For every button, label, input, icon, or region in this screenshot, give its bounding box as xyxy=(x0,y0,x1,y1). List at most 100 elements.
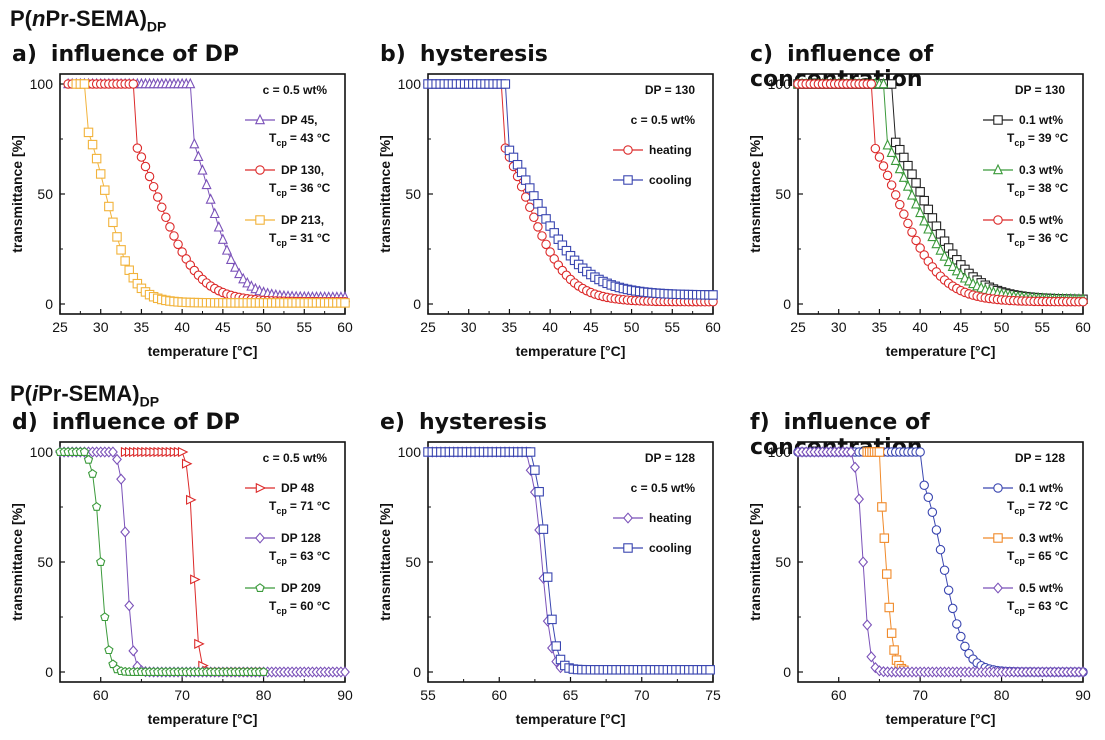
data-point xyxy=(894,162,905,174)
data-point xyxy=(915,447,925,457)
legend-label: DP 213, xyxy=(281,213,324,227)
data-point xyxy=(79,79,90,89)
data-point xyxy=(870,143,881,154)
tcp-value: = 71 °C xyxy=(290,499,331,513)
data-point xyxy=(500,79,511,89)
tcp-value: = 36 °C xyxy=(290,181,331,195)
data-point xyxy=(201,178,212,190)
chart-c: 25 30 35 40 45 50 55 60 0 50 100 temperature [°C] tr… xyxy=(747,73,1091,359)
tcp-value: = 63 °C xyxy=(1028,599,1069,613)
data-point xyxy=(547,614,557,625)
x-tick-label: 50 xyxy=(256,319,272,335)
y-tick-label: 50 xyxy=(405,186,421,202)
data-point xyxy=(177,247,187,257)
data-point xyxy=(906,189,918,200)
tcp-value: = 31 °C xyxy=(290,231,331,245)
y-tick-label: 0 xyxy=(413,664,421,680)
tcp-subscript: cp xyxy=(1014,556,1025,566)
data-point xyxy=(878,77,889,89)
data-point xyxy=(128,79,139,89)
panel-title: e) hysteresis xyxy=(380,410,548,435)
legend-marker xyxy=(623,512,633,524)
legend-tcp: Tcp = 31 °C xyxy=(269,231,331,248)
data-point xyxy=(83,454,94,464)
data-point xyxy=(107,446,118,458)
legend-marker xyxy=(255,215,265,225)
row-title-npr: P(nPr-SEMA)DP xyxy=(10,6,167,35)
data-point xyxy=(882,138,893,150)
y-axis-label: transmittance [%] xyxy=(747,503,763,620)
panel-b: b) hysteresis 25 30 35 40 45 50 55 60 0 50 100 tempe… xyxy=(368,42,723,372)
data-point xyxy=(915,206,926,218)
data-point xyxy=(120,526,131,538)
data-point xyxy=(911,235,921,246)
x-tick-label: 50 xyxy=(624,319,640,335)
tcp-symbol: T xyxy=(269,499,277,513)
legend-tcp: Tcp = 36 °C xyxy=(1007,231,1069,248)
x-tick-label: 80 xyxy=(256,687,272,703)
data-point xyxy=(91,502,102,511)
legend-marker xyxy=(993,582,1003,594)
data-point xyxy=(898,171,909,182)
tcp-symbol: T xyxy=(1007,599,1015,613)
data-point xyxy=(100,185,110,195)
plot-frame xyxy=(427,441,714,683)
data-point xyxy=(525,183,535,193)
y-tick-label: 0 xyxy=(413,296,421,312)
data-point xyxy=(100,612,110,622)
panel-a: a) influence of DP 25 30 35 40 45 50 55 60 0 50 100… xyxy=(0,42,355,372)
x-tick-label: 70 xyxy=(174,687,190,703)
data-point xyxy=(903,160,913,171)
data-point xyxy=(923,223,934,234)
data-point xyxy=(890,190,901,200)
y-tick-label: 50 xyxy=(775,554,791,570)
panel-d: d) influence of DP 60 70 80 90 0 50 100 temperat… xyxy=(0,410,355,740)
series-heating xyxy=(423,446,566,674)
tcp-subscript: cp xyxy=(276,138,287,148)
row-title-ipr: P(iPr-SEMA)DP xyxy=(10,381,160,410)
legend-tcp: Tcp = 72 °C xyxy=(1007,499,1069,516)
x-tick-label: 35 xyxy=(872,319,888,335)
x-tick-label: 60 xyxy=(491,687,507,703)
data-point xyxy=(197,164,208,175)
data-point xyxy=(108,217,118,228)
x-tick-label: 35 xyxy=(502,319,518,335)
legend-label: 0.5 wt% xyxy=(1019,581,1063,595)
data-point xyxy=(879,533,890,543)
annotation: DP = 128 xyxy=(1015,451,1065,465)
legend-label: 0.5 wt% xyxy=(1019,213,1063,227)
tcp-symbol: T xyxy=(269,599,277,613)
legend-tcp: Tcp = 39 °C xyxy=(1007,131,1069,148)
data-point xyxy=(902,180,914,191)
data-point xyxy=(537,231,547,241)
data-point xyxy=(529,191,539,201)
data-point xyxy=(907,227,917,237)
x-axis-label: temperature [°C] xyxy=(516,343,626,359)
data-point xyxy=(850,461,860,473)
legend-label: heating xyxy=(649,511,692,525)
data-point xyxy=(899,209,909,219)
data-point xyxy=(205,193,216,204)
data-point xyxy=(935,544,946,555)
legend-marker xyxy=(993,215,1003,225)
x-tick-label: 55 xyxy=(664,319,680,335)
data-point xyxy=(132,143,143,153)
data-point xyxy=(910,197,922,209)
data-point xyxy=(911,178,921,188)
tcp-subscript: cp xyxy=(1014,606,1025,616)
x-tick-label: 45 xyxy=(215,319,231,335)
x-axis-label: temperature [°C] xyxy=(516,711,626,727)
x-tick-label: 75 xyxy=(705,687,721,703)
data-point xyxy=(520,192,531,202)
data-point xyxy=(939,250,950,261)
chart-f: 60 70 80 90 0 50 100 temperature [°C] transmitta… xyxy=(747,441,1091,727)
data-point xyxy=(545,247,555,257)
data-point xyxy=(886,180,897,190)
legend-marker xyxy=(255,165,265,175)
data-point xyxy=(221,244,233,255)
data-point xyxy=(225,253,237,264)
legend-label: 0.3 wt% xyxy=(1019,163,1063,177)
data-point xyxy=(862,619,873,631)
legend-marker xyxy=(254,113,266,125)
tcp-symbol: T xyxy=(1007,181,1015,195)
